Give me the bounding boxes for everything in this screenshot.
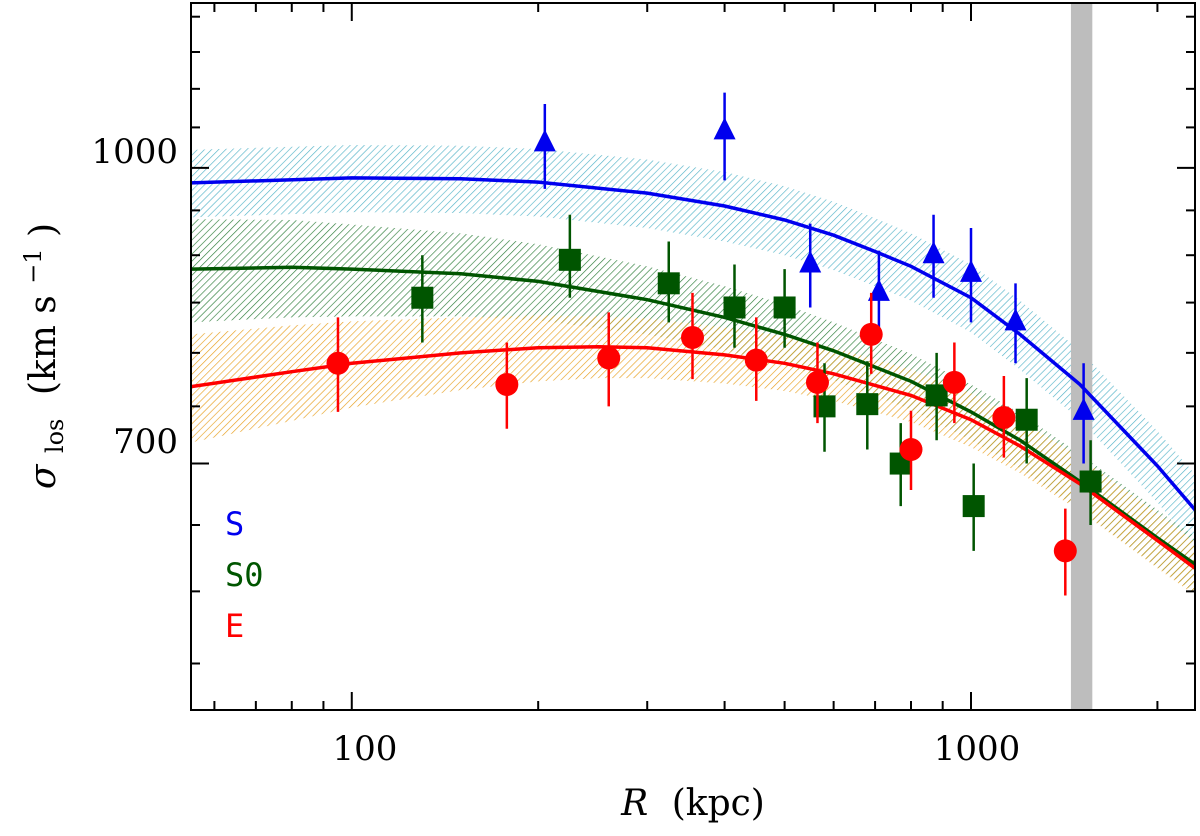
marker-triangle [1004,308,1027,331]
point-e-7 [899,410,923,491]
marker-square [962,495,985,518]
point-s0-0 [411,255,434,343]
marker-square [1015,408,1038,431]
marker-triangle [867,278,890,301]
marker-square [813,395,836,418]
point-e-10 [1053,508,1077,596]
legend-label-e: E [225,607,244,645]
shaded-band-rect [1070,3,1093,710]
marker-circle [744,348,768,372]
y-axis-subscript: los [41,419,69,453]
point-e-1 [495,342,519,429]
marker-circle [326,351,350,375]
marker-triangle [713,117,736,140]
point-s0-3 [723,264,746,348]
point-s0-7 [889,423,912,507]
point-s-5 [960,228,983,323]
point-s-6 [1004,283,1027,364]
y-axis-variable: σ [23,463,64,489]
marker-circle [992,405,1016,429]
legend-label-s0: S0 [225,556,264,594]
x-axis-variable: R [620,783,648,824]
marker-square [723,296,746,319]
point-s0-8 [925,352,948,441]
marker-circle [859,322,883,346]
point-s0-9 [962,463,985,551]
marker-circle [680,325,704,349]
legend: S S0 E [225,505,264,645]
x-tick-label-100: 100 [333,729,398,769]
axes [190,2,1196,711]
plot-frame [190,2,1196,711]
shaded-vertical-band [1070,3,1093,710]
point-e-8 [942,342,966,424]
marker-square [1079,470,1102,493]
point-e-9 [992,375,1016,458]
marker-square [411,286,434,309]
point-e-4 [744,317,768,401]
marker-square [856,393,879,416]
point-s0-2 [657,241,680,323]
marker-circle [495,373,519,397]
marker-circle [597,346,621,370]
point-s-1 [713,92,736,181]
point-e-0 [326,317,350,412]
marker-square [773,296,796,319]
point-e-5 [805,342,829,424]
marker-circle [1053,539,1077,563]
y-axis-unit-a: (km s [23,295,64,395]
point-s0-6 [856,361,879,450]
point-s0-4 [773,269,796,348]
marker-square [925,384,948,407]
marker-triangle [922,241,945,264]
point-s0-1 [558,214,581,298]
marker-triangle [799,250,822,273]
model-band-s [191,144,1195,547]
y-tick-label-1000: 1000 [91,132,178,172]
point-s-0 [533,104,556,189]
marker-triangle [960,259,983,282]
y-axis-unit-b: ) [23,223,64,237]
point-s-7 [1072,363,1095,464]
point-s0-10 [1015,378,1038,464]
marker-circle [805,370,829,394]
marker-circle [899,437,923,461]
y-axis-unit-exp: −1 [19,248,47,283]
data-points [326,92,1102,596]
x-axis-unit: (kpc) [672,783,765,824]
x-axis-label: R (kpc) [620,783,765,824]
point-s0-11 [1079,440,1102,526]
x-tick-label-1000: 1000 [934,729,1021,769]
y-axis-label: σ los (km s −1 ) [9,223,72,489]
point-s-2 [799,223,822,308]
tick-labels: 100 1000 700 1000 [91,132,1020,769]
marker-circle [942,370,966,394]
model-curve-s [191,176,1195,511]
point-e-2 [597,312,621,407]
legend-label-s: S [225,505,244,543]
model-band-s0 [191,219,1195,593]
marker-square [558,248,581,271]
marker-triangle [1072,397,1095,420]
y-tick-label-700: 700 [113,422,178,462]
point-e-6 [859,292,883,374]
point-s-3 [867,250,890,338]
marker-square [657,272,680,295]
point-s-4 [922,214,945,298]
point-e-3 [680,292,704,380]
marker-triangle [533,129,556,152]
